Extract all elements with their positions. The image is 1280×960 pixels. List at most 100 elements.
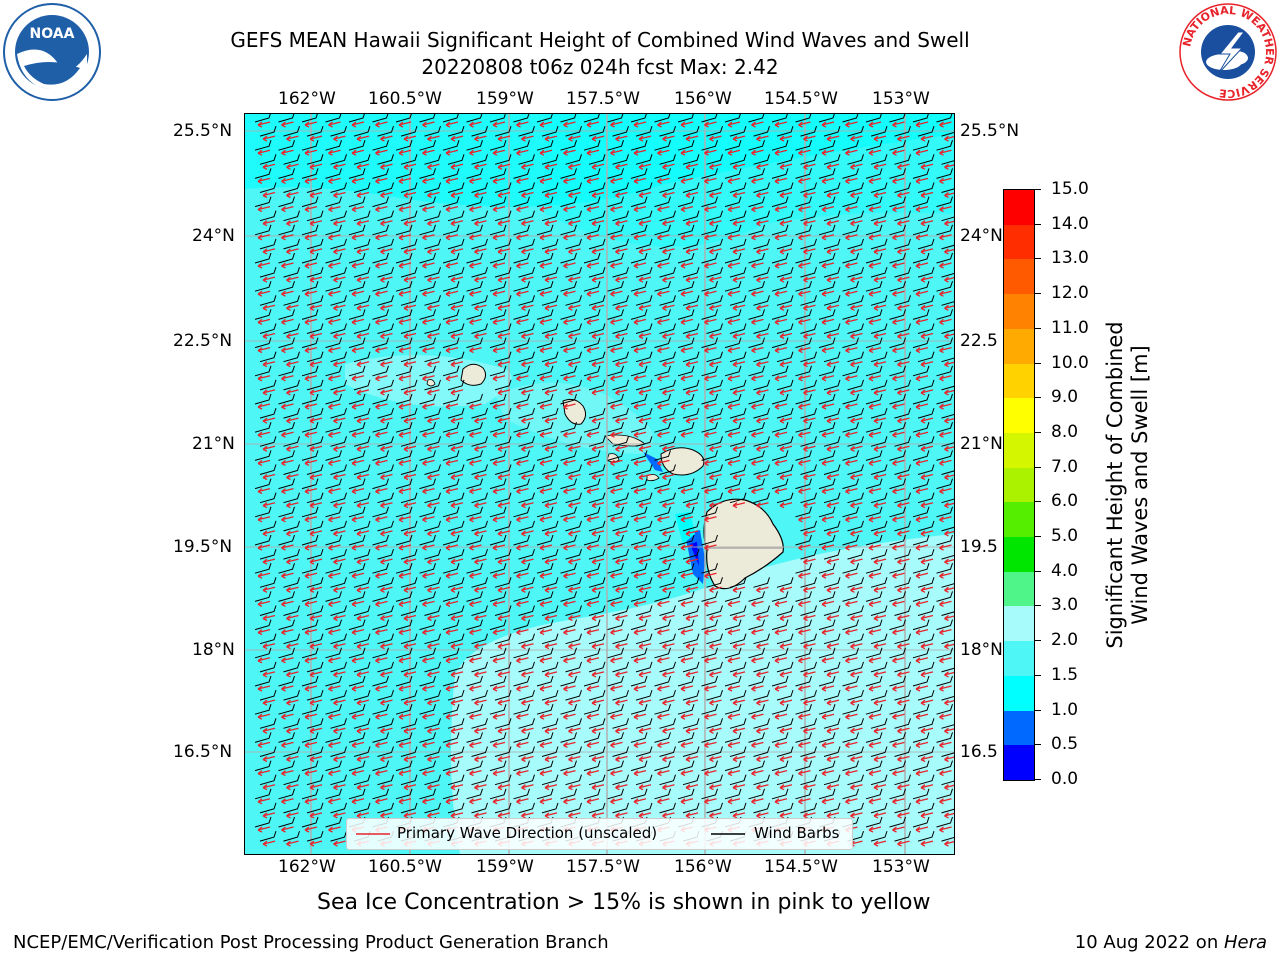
colorbar-segment <box>1004 710 1034 746</box>
colorbar-tick-label: 6.0 <box>1051 491 1079 512</box>
colorbar-tick-mark <box>1035 258 1041 260</box>
colorbar-tick-label: 14.0 <box>1051 213 1089 234</box>
big-island <box>703 498 784 590</box>
title-line-2: 20220808 t06z 024h fcst Max: 2.42 <box>421 55 779 79</box>
colorbar-tick-mark <box>1035 570 1041 572</box>
colorbar-segment <box>1004 571 1034 607</box>
colorbar-tick-label: 9.0 <box>1051 387 1079 408</box>
wind-barb-legend-icon <box>711 833 745 835</box>
colorbar-tick-mark <box>1035 709 1041 711</box>
wind-barbs-legend-label: Wind Barbs <box>754 824 840 842</box>
lat-tick: 22.5°N <box>173 331 233 351</box>
lat-tick: 25.5°N <box>960 121 1020 141</box>
colorbar-tick-label: 10.0 <box>1051 352 1089 373</box>
footer-date-text: 10 Aug 2022 on <box>1074 932 1224 953</box>
colorbar-tick-mark <box>1035 362 1041 364</box>
colorbar-tick-mark <box>1035 744 1041 746</box>
colorbar-segment <box>1004 467 1034 503</box>
colorbar-tick-mark <box>1035 674 1041 676</box>
lat-tick: 16.5 <box>960 742 998 762</box>
lat-tick: 21°N <box>192 434 235 454</box>
colorbar-tick-mark <box>1035 431 1041 433</box>
lat-tick: 18°N <box>192 640 235 660</box>
colorbar-tick-mark <box>1035 397 1041 399</box>
noaa-logo-graphic: NOAA <box>3 3 101 101</box>
colorbar-tick-mark <box>1035 779 1041 780</box>
colorbar-tick-label: 0.5 <box>1051 734 1079 755</box>
lat-tick: 16.5°N <box>173 742 233 762</box>
lon-tick: 159°W <box>476 89 534 109</box>
colorbar-tick-mark <box>1035 293 1041 295</box>
colorbar-tick-mark <box>1035 223 1041 225</box>
colorbar-title-line-1: Significant Height of Combined <box>1103 321 1127 649</box>
colorbar-segment <box>1004 502 1034 538</box>
colorbar-segment <box>1004 432 1034 468</box>
colorbar-tick-mark <box>1035 536 1041 538</box>
colorbar-tick-mark <box>1035 640 1041 642</box>
lon-tick: 156°W <box>674 857 732 877</box>
lon-tick: 157.5°W <box>566 89 640 109</box>
map-canvas <box>245 111 958 854</box>
colorbar-tick-mark <box>1035 466 1041 468</box>
colorbar-tick-mark <box>1035 327 1041 329</box>
lon-tick: 156°W <box>674 89 732 109</box>
colorbar-tick-mark <box>1035 501 1041 503</box>
niihau-island <box>426 379 436 387</box>
colorbar-tick-label: 7.0 <box>1051 456 1079 477</box>
colorbar-tick-label: 12.0 <box>1051 283 1089 304</box>
colorbar-segment <box>1004 675 1034 711</box>
colorbar-tick-label: 13.0 <box>1051 248 1089 269</box>
colorbar-tick-label: 3.0 <box>1051 595 1079 616</box>
footer-credit: NCEP/EMC/Verification Post Processing Pr… <box>13 932 609 953</box>
wave-direction-and-wind-barb-field <box>254 111 958 847</box>
colorbar-tick-label: 5.0 <box>1051 526 1079 547</box>
colorbar-tick-label: 15.0 <box>1051 179 1089 199</box>
colorbar-segment <box>1004 745 1034 780</box>
lat-tick: 22.5 <box>960 331 998 351</box>
lon-tick: 154.5°W <box>764 857 838 877</box>
lon-tick: 153°W <box>872 857 930 877</box>
wave-height-map: Primary Wave Direction (unscaled) Wind B… <box>245 111 958 854</box>
colorbar-segment <box>1004 190 1034 225</box>
colorbar-segment <box>1004 294 1034 329</box>
lat-tick: 24°N <box>960 226 1003 246</box>
colorbar-segment <box>1004 328 1034 364</box>
colorbar-segment <box>1004 537 1034 572</box>
sea-ice-note: Sea Ice Concentration > 15% is shown in … <box>317 890 931 915</box>
nws-logo-graphic: NATIONAL WEATHER SERVICE <box>1179 3 1277 101</box>
lon-tick: 160.5°W <box>368 89 442 109</box>
lon-tick: 153°W <box>872 89 930 109</box>
lat-tick: 19.5 <box>960 537 998 557</box>
lon-tick: 160.5°W <box>368 857 442 877</box>
lat-tick: 19.5°N <box>173 537 233 557</box>
colorbar-segment <box>1004 641 1034 676</box>
title-line-1: GEFS MEAN Hawaii Significant Height of C… <box>230 28 970 52</box>
kahoolawe-island <box>646 474 660 482</box>
colorbar-segment <box>1004 606 1034 642</box>
nws-logo: NATIONAL WEATHER SERVICE <box>1178 2 1278 102</box>
map-title: GEFS MEAN Hawaii Significant Height of C… <box>100 27 1100 81</box>
colorbar <box>1003 189 1035 781</box>
colorbar-title-line-2: Wind Waves and Swell [m] <box>1128 345 1152 625</box>
lon-tick: 162°W <box>278 89 336 109</box>
lon-tick: 157.5°W <box>566 857 640 877</box>
lat-tick: 25.5°N <box>173 121 233 141</box>
colorbar-tick-label: 2.0 <box>1051 630 1079 651</box>
lon-tick: 162°W <box>278 857 336 877</box>
noaa-logo-text: NOAA <box>30 26 75 42</box>
kauai-island <box>460 363 487 386</box>
lon-tick: 159°W <box>476 857 534 877</box>
colorbar-tick-label: 11.0 <box>1051 317 1089 338</box>
maui-island <box>660 447 705 476</box>
lon-tick: 154.5°W <box>764 89 838 109</box>
colorbar-tick-label: 0.0 <box>1051 769 1079 789</box>
lat-tick: 18°N <box>960 640 1003 660</box>
colorbar-segment <box>1004 398 1034 433</box>
colorbar-segment <box>1004 363 1034 399</box>
lat-tick: 24°N <box>192 226 235 246</box>
wave-direction-legend-label: Primary Wave Direction (unscaled) <box>397 824 658 842</box>
wave-direction-legend-icon <box>356 833 390 835</box>
colorbar-tick-mark <box>1035 605 1041 607</box>
colorbar-segment <box>1004 224 1034 260</box>
colorbar-tick-label: 8.0 <box>1051 421 1079 442</box>
